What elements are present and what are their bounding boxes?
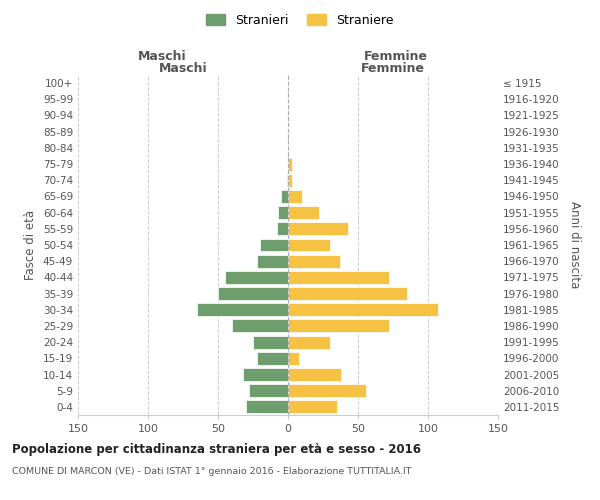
Bar bbox=[260, 238, 288, 252]
Bar bbox=[218, 287, 288, 300]
Text: Maschi: Maschi bbox=[158, 62, 208, 75]
Bar bbox=[232, 320, 288, 332]
Y-axis label: Anni di nascita: Anni di nascita bbox=[568, 202, 581, 288]
Bar bbox=[288, 222, 348, 235]
Text: Femmine: Femmine bbox=[361, 62, 425, 75]
Bar bbox=[288, 158, 292, 170]
Bar bbox=[246, 400, 288, 413]
Bar bbox=[243, 368, 288, 381]
Bar bbox=[288, 352, 299, 365]
Bar bbox=[288, 190, 302, 203]
Y-axis label: Fasce di età: Fasce di età bbox=[25, 210, 37, 280]
Bar bbox=[288, 400, 337, 413]
Bar bbox=[288, 336, 330, 348]
Text: COMUNE DI MARCON (VE) - Dati ISTAT 1° gennaio 2016 - Elaborazione TUTTITALIA.IT: COMUNE DI MARCON (VE) - Dati ISTAT 1° ge… bbox=[12, 468, 412, 476]
Text: Femmine: Femmine bbox=[364, 50, 428, 62]
Text: Popolazione per cittadinanza straniera per età e sesso - 2016: Popolazione per cittadinanza straniera p… bbox=[12, 442, 421, 456]
Bar bbox=[288, 174, 292, 186]
Bar bbox=[287, 174, 288, 186]
Bar bbox=[257, 352, 288, 365]
Bar bbox=[288, 384, 367, 397]
Bar bbox=[249, 384, 288, 397]
Text: Maschi: Maschi bbox=[137, 50, 187, 62]
Bar bbox=[281, 190, 288, 203]
Bar bbox=[257, 254, 288, 268]
Bar bbox=[197, 304, 288, 316]
Bar bbox=[288, 238, 330, 252]
Bar bbox=[278, 206, 288, 219]
Bar bbox=[288, 254, 340, 268]
Legend: Stranieri, Straniere: Stranieri, Straniere bbox=[202, 8, 398, 32]
Bar bbox=[288, 304, 438, 316]
Bar bbox=[288, 368, 341, 381]
Bar bbox=[225, 271, 288, 284]
Bar bbox=[277, 222, 288, 235]
Bar bbox=[288, 271, 389, 284]
Bar bbox=[288, 287, 407, 300]
Bar bbox=[253, 336, 288, 348]
Bar bbox=[288, 320, 389, 332]
Bar bbox=[288, 206, 319, 219]
